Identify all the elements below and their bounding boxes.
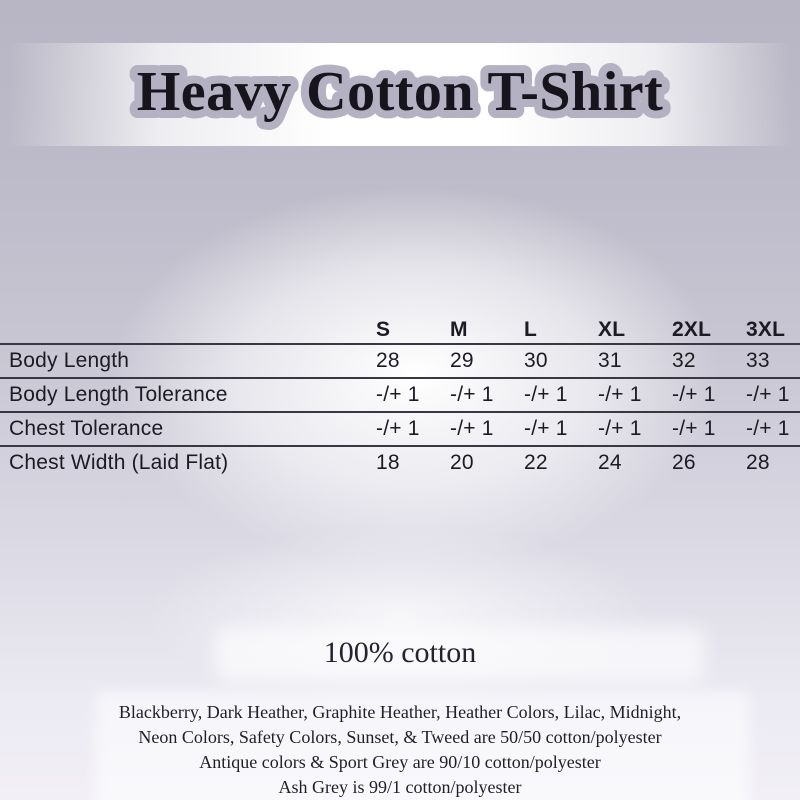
- cell-value: -/+ 1: [672, 417, 716, 440]
- material-headline: 100% cotton: [323, 636, 477, 669]
- fabric-note-line-4: Ash Grey is 99/1 cotton/polyester: [278, 777, 522, 797]
- cell-value: -/+ 1: [524, 417, 568, 440]
- cell-value: 20: [450, 451, 474, 474]
- cell-value: 28: [746, 451, 770, 474]
- cell-value: 30: [524, 349, 548, 372]
- row-label: Chest Tolerance: [9, 417, 164, 440]
- cell-value: -/+ 1: [598, 417, 642, 440]
- size-column-header-2xl: 2XL: [672, 318, 712, 341]
- size-column-header-s: S: [376, 318, 391, 341]
- size-column-header-m: M: [450, 318, 468, 341]
- title-highlight-band: [0, 43, 800, 146]
- cell-value: -/+ 1: [746, 383, 790, 406]
- table-row-chest-tolerance: Chest Tolerance -/+ 1 -/+ 1 -/+ 1 -/+ 1 …: [0, 413, 800, 447]
- size-column-header-3xl: 3XL: [746, 318, 786, 341]
- cell-value: 24: [598, 451, 622, 474]
- table-row-chest-width: Chest Width (Laid Flat) 18 20 22 24 26 2…: [0, 447, 800, 479]
- fabric-notes-panel: [95, 691, 750, 800]
- material-highlight-band: [215, 627, 705, 683]
- cell-value: 31: [598, 349, 622, 372]
- fabric-note-line-1: Blackberry, Dark Heather, Graphite Heath…: [118, 702, 682, 722]
- size-column-header-xl: XL: [598, 318, 626, 341]
- page-title: Heavy Cotton T-Shirt: [137, 61, 664, 123]
- cell-value: 28: [376, 349, 400, 372]
- cell-value: -/+ 1: [746, 417, 790, 440]
- cell-value: -/+ 1: [672, 383, 716, 406]
- cell-value: 22: [524, 451, 548, 474]
- size-table: S M L XL 2XL 3XL Body Length 28 29 30 31…: [0, 317, 800, 479]
- cell-value: -/+ 1: [450, 417, 494, 440]
- cell-value: 26: [672, 451, 696, 474]
- cell-value: 32: [672, 349, 696, 372]
- fabric-notes: Blackberry, Dark Heather, Graphite Heath…: [0, 700, 800, 800]
- fabric-note-line-2: Neon Colors, Safety Colors, Sunset, & Tw…: [138, 727, 662, 747]
- table-row-body-length-tolerance: Body Length Tolerance -/+ 1 -/+ 1 -/+ 1 …: [0, 379, 800, 413]
- size-table-header-row: S M L XL 2XL 3XL: [0, 317, 800, 345]
- row-label: Body Length: [9, 349, 130, 372]
- cell-value: 33: [746, 349, 770, 372]
- cell-value: 29: [450, 349, 474, 372]
- table-row-body-length: Body Length 28 29 30 31 32 33: [0, 345, 800, 379]
- row-label: Body Length Tolerance: [9, 383, 228, 406]
- page-title-graphic: Heavy Cotton T-Shirt: [129, 53, 671, 131]
- cell-value: -/+ 1: [524, 383, 568, 406]
- cell-value: -/+ 1: [376, 417, 420, 440]
- fabric-note-line-3: Antique colors & Sport Grey are 90/10 co…: [199, 752, 601, 772]
- cell-value: -/+ 1: [598, 383, 642, 406]
- row-label: Chest Width (Laid Flat): [9, 451, 229, 474]
- size-column-header-l: L: [524, 318, 538, 341]
- cell-value: -/+ 1: [450, 383, 494, 406]
- cell-value: -/+ 1: [376, 383, 420, 406]
- cell-value: 18: [376, 451, 400, 474]
